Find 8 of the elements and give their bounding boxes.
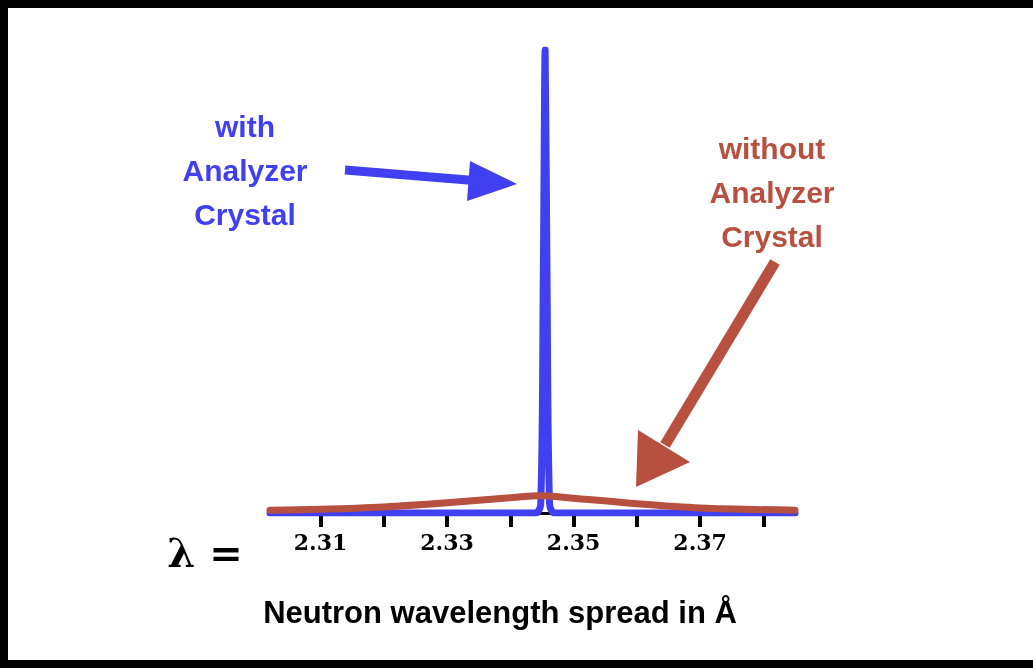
- x-tick-label: 2.33: [420, 529, 474, 555]
- legend-label: with Analyzer Crystal: [182, 109, 308, 231]
- x-axis-title: Neutron wavelength spread in Å: [263, 594, 737, 630]
- x-tick-label: 2.31: [293, 529, 348, 555]
- x-tick-label: 2.35: [546, 529, 601, 555]
- x-tick-label: 2.37: [673, 529, 727, 555]
- text: λ =: [167, 528, 243, 576]
- text: without Analyzer Crystal: [709, 131, 835, 253]
